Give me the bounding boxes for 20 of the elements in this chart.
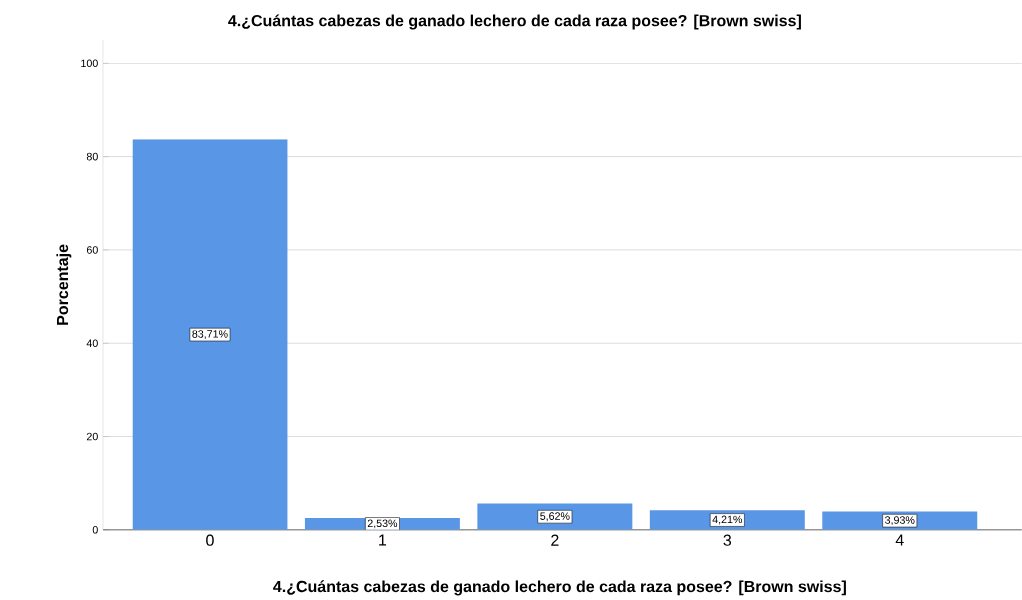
y-tick-label: 100 <box>81 59 98 68</box>
data-label: 2,53% <box>367 519 398 529</box>
data-label: 3,93% <box>885 516 915 526</box>
data-label: 4,21% <box>712 515 743 525</box>
data-label: 83,71% <box>192 330 228 340</box>
x-tick-label: 1 <box>379 534 387 546</box>
y-tick-label: 0 <box>92 526 98 534</box>
x-tick-label: 4 <box>895 534 904 546</box>
y-tick-label: 60 <box>86 246 98 254</box>
bar <box>132 139 288 530</box>
x-tick-label: 0 <box>206 534 214 546</box>
chart-title: 4.¿Cuántas cabezas de ganado lechero de cada raza posee? [Brown swiss] <box>228 14 801 30</box>
x-tick-label: 2 <box>551 534 559 546</box>
y-tick-label: 80 <box>86 152 98 161</box>
y-tick-label: 40 <box>86 339 98 348</box>
x-tick-label: 3 <box>723 534 732 546</box>
data-label: 5,62% <box>540 512 570 522</box>
x-axis-title: 4.¿Cuántas cabezas de ganado lechero de cada raza posee? [Brown swiss] <box>273 580 846 596</box>
y-axis-title: Porcentaje <box>56 244 72 325</box>
y-tick-label: 20 <box>86 432 98 441</box>
